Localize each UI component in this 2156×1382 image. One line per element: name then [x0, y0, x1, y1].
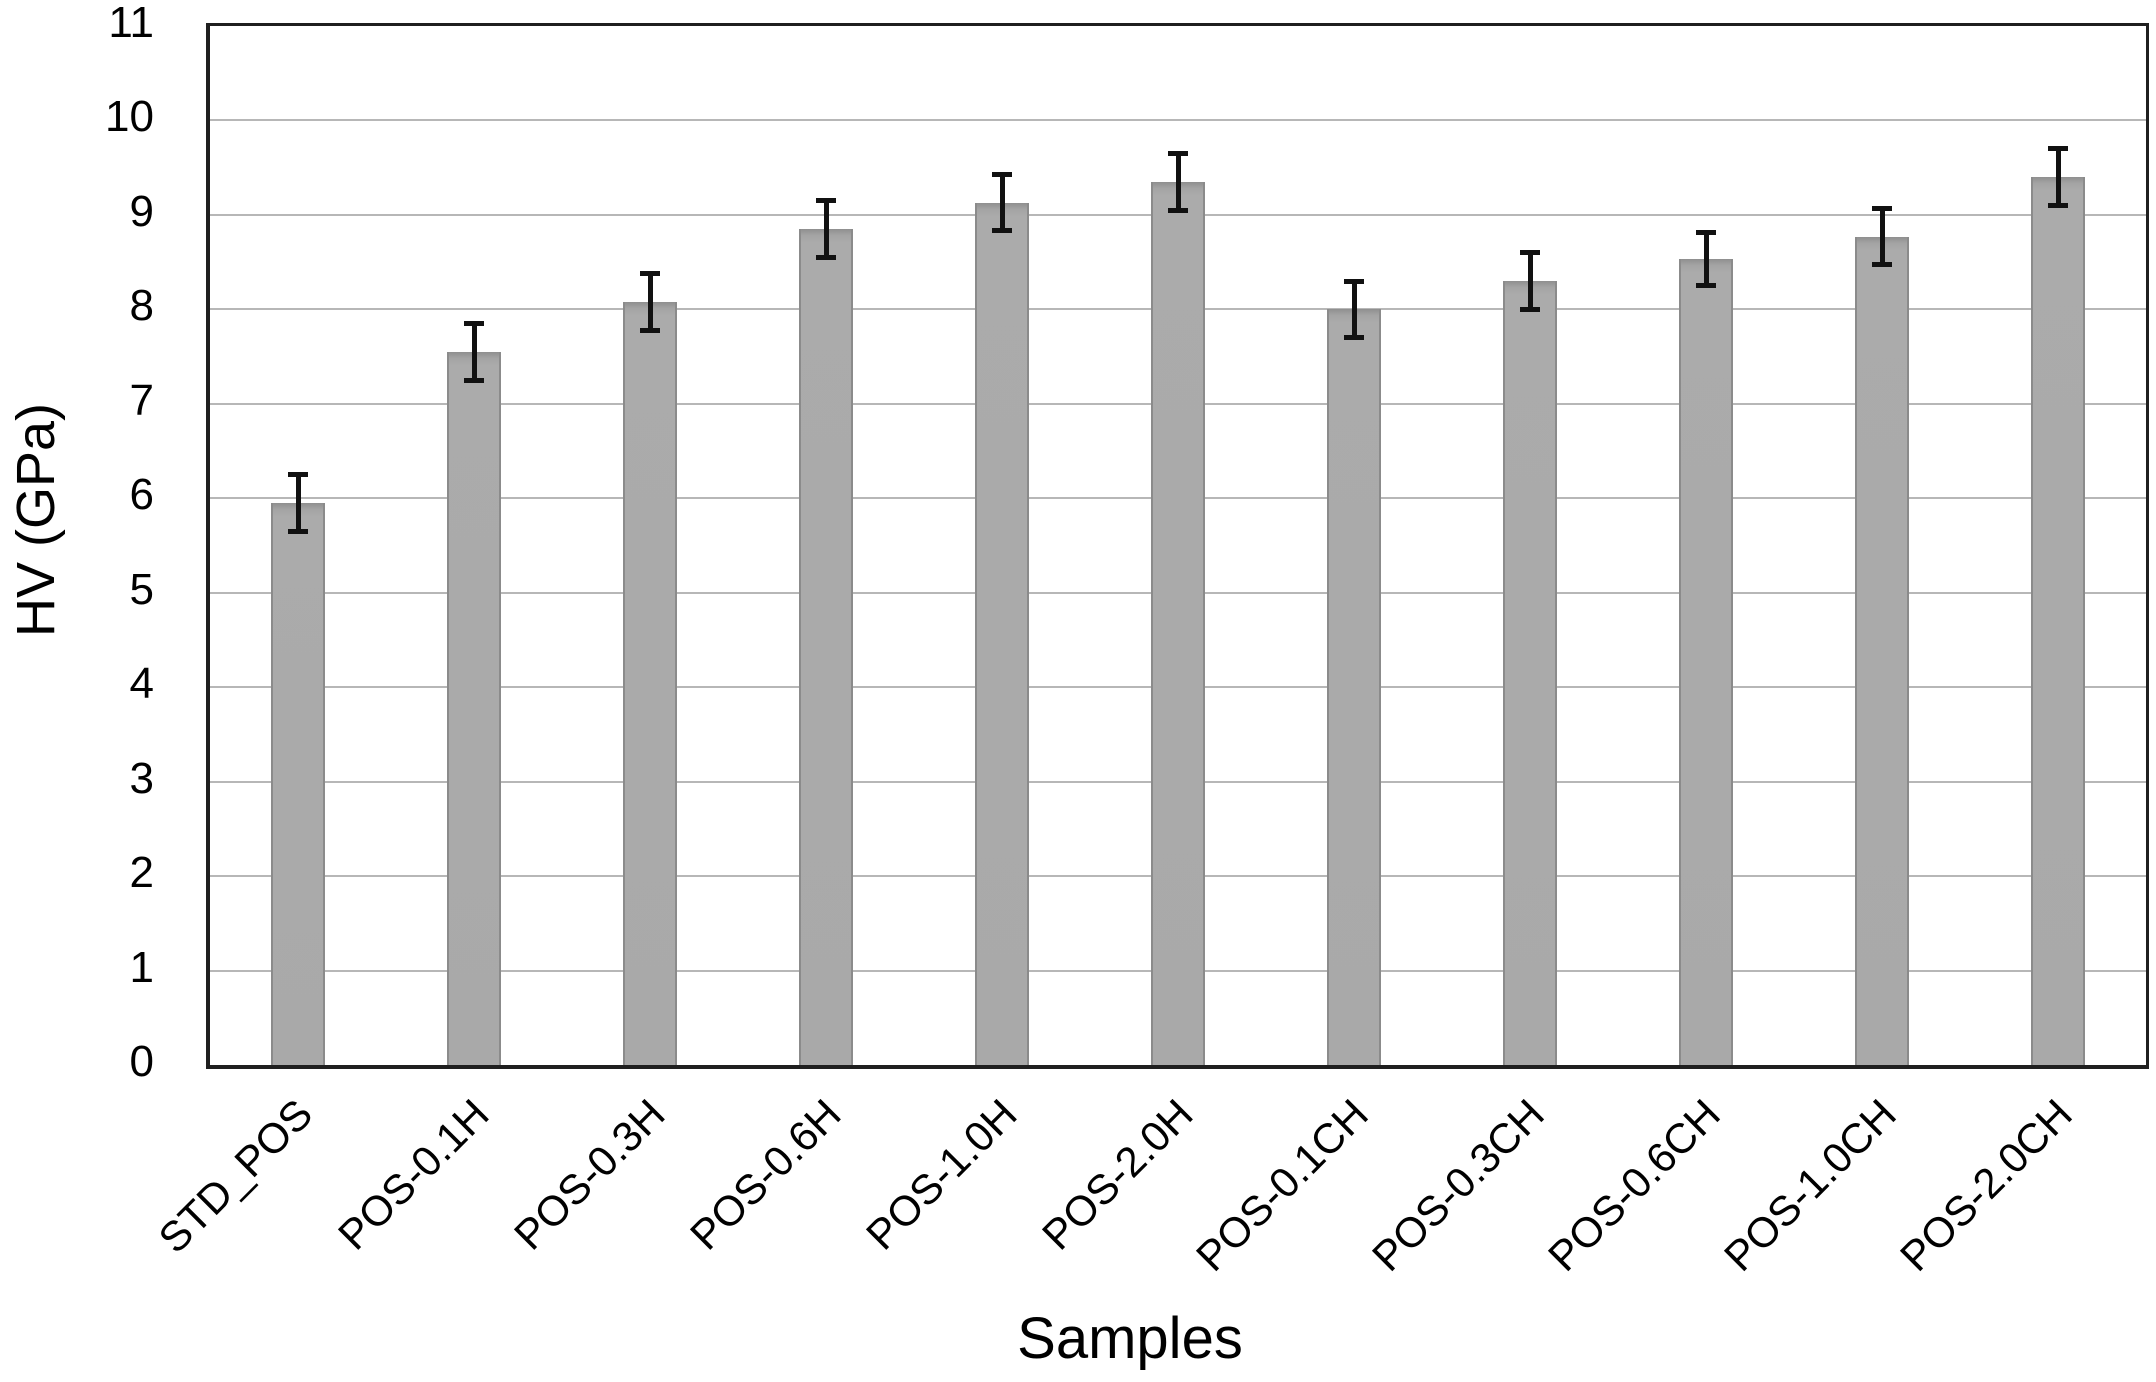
x-tick-label: POS-2.0H: [1032, 1090, 1202, 1259]
x-tick-label: POS-0.1CH: [1187, 1090, 1378, 1281]
error-bar-cap: [1696, 283, 1716, 289]
error-bar-cap: [2048, 202, 2068, 208]
error-bar-cap: [816, 198, 836, 204]
x-tick-label: POS-1.0CH: [1715, 1090, 1906, 1281]
gridline: [210, 119, 2146, 122]
error-bar-line: [1175, 153, 1181, 211]
x-tick-label: POS-1.0H: [856, 1090, 1026, 1259]
error-bar-cap: [816, 254, 836, 260]
error-bar-cap: [1168, 151, 1188, 156]
y-axis-tick-labels: 0 1 2 3 4 5 6 7 8 9 10 11: [0, 1, 202, 1084]
error-bar-line: [823, 200, 829, 258]
error-bar-cap: [640, 270, 660, 276]
error-bar-line: [1351, 281, 1357, 338]
y-tick-label: 7: [129, 375, 154, 425]
y-tick-label: 4: [129, 659, 154, 709]
error-bar-cap: [992, 228, 1012, 234]
error-bar-cap: [1520, 306, 1540, 312]
error-bar-line: [471, 323, 477, 381]
error-bar-cap: [1872, 205, 1892, 211]
bar: [271, 503, 325, 1065]
error-bar-cap: [288, 472, 308, 478]
error-bar-line: [2055, 148, 2061, 206]
bar: [1503, 281, 1557, 1065]
bar: [2031, 177, 2085, 1065]
plot-area: [206, 23, 2149, 1069]
error-bar-line: [1879, 208, 1885, 265]
bar: [1151, 181, 1205, 1065]
y-tick-label: 2: [129, 848, 154, 898]
error-bar-cap: [464, 377, 484, 383]
y-tick-label: 0: [129, 1037, 154, 1086]
x-tick-label: POS-2.0CH: [1891, 1090, 2082, 1281]
error-bar-cap: [2048, 146, 2068, 152]
y-tick-label: 5: [129, 564, 154, 614]
bar: [623, 301, 677, 1065]
x-tick-label: POS-0.6H: [680, 1090, 850, 1259]
y-tick-label: 11: [108, 0, 154, 47]
error-bar-cap: [1344, 335, 1364, 341]
error-bar-cap: [1872, 262, 1892, 268]
bar: [1679, 259, 1733, 1065]
error-bar-line: [999, 174, 1005, 231]
error-bar-cap: [992, 171, 1012, 177]
bar: [1327, 309, 1381, 1065]
bar: [1855, 236, 1909, 1065]
error-bar-line: [1703, 232, 1709, 286]
error-bar-line: [1527, 252, 1533, 310]
y-tick-label: 9: [129, 186, 154, 236]
error-bar-cap: [1168, 207, 1188, 213]
error-bar-cap: [1344, 278, 1364, 284]
y-tick-label: 6: [129, 470, 154, 520]
error-bar-cap: [640, 327, 660, 333]
x-tick-label: POS-0.1H: [328, 1090, 498, 1259]
y-tick-label: 10: [105, 92, 154, 142]
y-tick-label: 1: [129, 942, 154, 992]
x-tick-label: POS-0.6CH: [1539, 1090, 1730, 1281]
error-bar-line: [295, 474, 301, 532]
x-tick-label: POS-0.3H: [504, 1090, 674, 1259]
x-axis-title: Samples: [1017, 1306, 1243, 1371]
bar: [975, 202, 1029, 1065]
x-tick-label: POS-0.3CH: [1363, 1090, 1554, 1281]
error-bar-cap: [1520, 250, 1540, 256]
y-tick-label: 3: [129, 753, 154, 803]
y-tick-label: 8: [129, 281, 154, 331]
error-bar-cap: [464, 321, 484, 327]
error-bar-line: [647, 273, 653, 331]
bar: [799, 229, 853, 1065]
error-bar-cap: [288, 528, 308, 534]
x-tick-label: STD_POS: [149, 1090, 322, 1262]
bar: [447, 351, 501, 1065]
error-bar-cap: [1696, 230, 1716, 236]
